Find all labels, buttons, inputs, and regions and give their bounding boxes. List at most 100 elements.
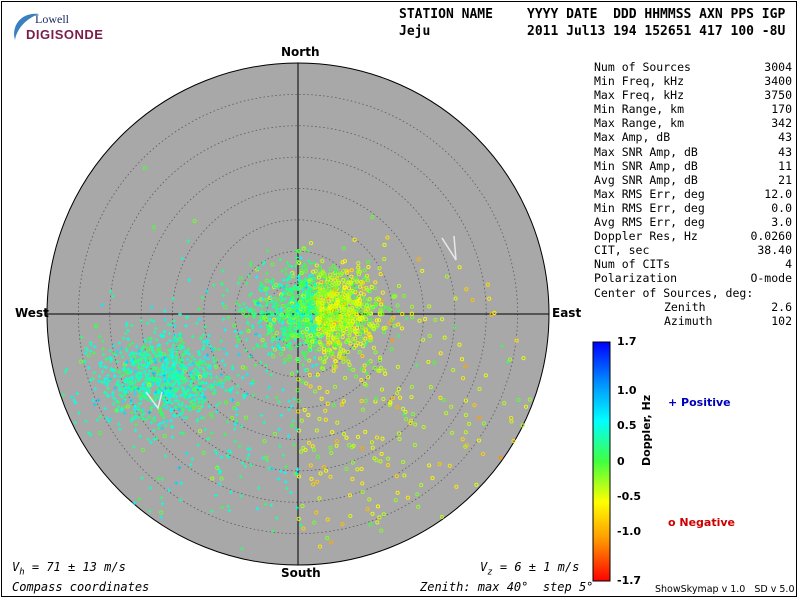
negative-source — [365, 259, 370, 265]
stat-label: Center of Sources, deg: — [594, 285, 754, 300]
negative-source — [342, 314, 347, 319]
positive-source — [332, 331, 336, 335]
positive-source — [129, 356, 133, 360]
negative-source — [377, 266, 382, 271]
positive-source — [308, 286, 312, 291]
colorbar-title: Doppler, Hz — [640, 394, 653, 466]
positive-source — [314, 336, 318, 340]
colorbar-tick-label: 1.0 — [617, 384, 637, 398]
positive-source — [164, 419, 169, 424]
negative-source — [317, 265, 323, 270]
negative-source — [298, 283, 304, 288]
positive-source — [245, 281, 249, 286]
negative-source — [373, 280, 378, 285]
negative-source — [336, 280, 341, 285]
negative-source — [280, 304, 285, 309]
negative-source — [337, 327, 342, 332]
positive-source — [212, 359, 216, 364]
negative-source — [316, 275, 321, 280]
negative-source — [299, 271, 304, 276]
negative-source — [305, 317, 310, 322]
positive-source — [205, 342, 210, 346]
positive-source — [234, 413, 239, 417]
stat-row: Doppler Res, Hz 0.0260 — [594, 229, 792, 243]
stat-label: Min RMS Err, deg — [594, 200, 705, 215]
positive-source — [99, 380, 104, 384]
positive-source — [281, 327, 286, 331]
positive-source — [276, 343, 280, 348]
negative-source — [293, 334, 298, 339]
positive-source — [313, 348, 318, 353]
positive-source — [303, 303, 307, 307]
positive-source — [396, 334, 401, 338]
negative-source — [361, 344, 366, 349]
stat-value: O-mode — [750, 271, 792, 286]
positive-source — [287, 317, 291, 322]
positive-source — [270, 340, 274, 344]
positive-source — [294, 301, 298, 305]
positive-source — [318, 284, 322, 288]
skymap-plot — [46, 62, 550, 566]
negative-source — [330, 327, 336, 332]
negative-source — [417, 318, 422, 323]
fields-value: 2011 Jul13 194 152651 417 100 -8U — [527, 24, 786, 39]
negative-source — [330, 290, 335, 296]
positive-source — [134, 422, 138, 427]
positive-source — [265, 271, 269, 275]
stat-label: Max RMS Err, deg — [594, 186, 705, 201]
negative-source — [354, 325, 360, 330]
compass-south: South — [281, 566, 321, 580]
vertical-velocity: Vz = 6 ± 1 m/s — [480, 560, 580, 578]
stat-row: Min Range, km 170 — [594, 102, 792, 116]
positive-source — [117, 383, 121, 388]
logo-text-digisonde: DIGISONDE — [26, 27, 104, 42]
negative-source — [375, 324, 380, 329]
stat-row: Max Freq, kHz 3750 — [594, 88, 792, 102]
positive-source — [153, 393, 158, 398]
positive-source — [296, 326, 300, 331]
negative-source — [378, 272, 383, 277]
negative-source — [354, 279, 359, 284]
negative-source — [307, 358, 312, 363]
negative-source — [321, 287, 326, 292]
positive-source — [287, 264, 291, 268]
positive-source — [270, 345, 275, 350]
positive-source — [221, 381, 225, 386]
positive-source — [356, 322, 361, 326]
positive-source — [97, 334, 102, 339]
stat-label: Avg RMS Err, deg — [594, 215, 705, 230]
positive-source — [307, 304, 312, 309]
center-row: Zenith 2.6 — [594, 300, 792, 314]
positive-source — [308, 261, 313, 266]
legend-positive: + Positive — [668, 396, 731, 409]
positive-source — [308, 295, 312, 300]
negative-source — [333, 359, 338, 364]
negative-source — [346, 338, 351, 343]
stat-row: Max SNR Amp, dB 43 — [594, 145, 792, 159]
negative-source — [289, 371, 295, 376]
negative-source — [341, 301, 347, 306]
negative-source — [321, 290, 326, 295]
negative-source — [320, 307, 325, 312]
negative-source — [330, 297, 335, 302]
positive-source — [260, 344, 265, 348]
negative-source — [334, 308, 339, 313]
positive-source — [295, 303, 300, 307]
stat-label: Min Freq, kHz — [594, 74, 685, 89]
compass-west: West — [15, 306, 49, 320]
negative-source — [363, 328, 368, 333]
positive-source — [280, 321, 285, 326]
negative-source — [350, 288, 355, 293]
compass-coordinates-label: Compass coordinates — [12, 580, 150, 594]
positive-source — [313, 355, 317, 360]
colorbar-tick-label: -1.7 — [617, 574, 642, 587]
colorbar-tick-label: 0.5 — [617, 419, 637, 433]
positive-source — [252, 346, 256, 351]
positive-source — [226, 315, 230, 320]
negative-source — [329, 317, 334, 322]
positive-source — [307, 274, 312, 278]
legend-negative: o Negative — [668, 516, 736, 529]
negative-source — [338, 322, 343, 327]
negative-source — [359, 279, 364, 285]
negative-source — [346, 331, 351, 336]
